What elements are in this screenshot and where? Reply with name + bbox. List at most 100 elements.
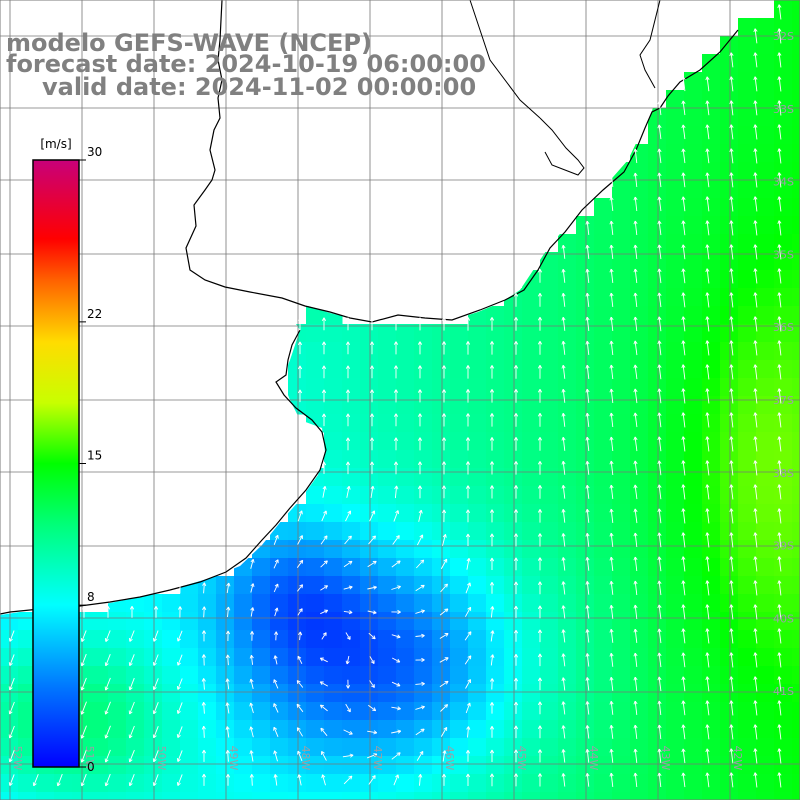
speed-cell xyxy=(792,792,800,800)
wind-arrow xyxy=(753,316,758,332)
wind-arrow xyxy=(392,535,400,545)
speed-cell xyxy=(738,108,757,127)
speed-cell xyxy=(234,630,253,649)
speed-cell xyxy=(54,774,73,793)
wind-arrow xyxy=(415,657,425,662)
wind-arrow xyxy=(537,533,543,547)
speed-cell xyxy=(576,540,595,559)
wind-arrow xyxy=(128,677,135,691)
speed-cell xyxy=(630,414,649,433)
speed-cell xyxy=(738,792,757,800)
wind-arrow xyxy=(513,461,519,475)
speed-cell xyxy=(648,666,667,685)
speed-cell xyxy=(342,540,361,559)
speed-cell xyxy=(648,306,667,325)
wind-arrow xyxy=(201,702,206,714)
speed-cell xyxy=(666,684,685,703)
wind-arrow xyxy=(202,582,207,594)
speed-cell xyxy=(342,414,361,433)
wind-arrow xyxy=(416,751,424,761)
speed-cell xyxy=(360,396,379,415)
wind-arrow xyxy=(753,580,758,596)
wind-arrow xyxy=(633,532,638,548)
wind-arrow xyxy=(633,292,638,308)
wind-arrow xyxy=(201,630,207,642)
speed-cell xyxy=(738,180,757,199)
wind-arrow xyxy=(753,460,758,476)
wind-arrow xyxy=(465,341,471,355)
speed-cell xyxy=(738,162,757,181)
speed-cell xyxy=(792,72,800,91)
wind-arrow xyxy=(633,340,638,356)
wind-arrow xyxy=(442,750,447,762)
speed-cell xyxy=(720,468,739,487)
speed-cell xyxy=(486,630,505,649)
wind-arrow xyxy=(657,604,662,620)
wind-arrow xyxy=(537,485,543,499)
speed-cell xyxy=(702,756,721,775)
speed-cell xyxy=(288,522,307,541)
speed-cell xyxy=(396,630,415,649)
wind-arrow xyxy=(56,773,63,787)
speed-cell xyxy=(666,432,685,451)
speed-cell xyxy=(576,576,595,595)
wind-arrow xyxy=(321,632,327,640)
speed-cell xyxy=(306,504,325,523)
speed-cell xyxy=(360,684,379,703)
speed-cell xyxy=(630,540,649,559)
wind-arrow xyxy=(657,532,662,548)
wind-arrow xyxy=(513,557,519,571)
speed-cell xyxy=(792,126,800,145)
wind-arrow xyxy=(225,726,230,738)
speed-cell xyxy=(792,270,800,289)
wind-arrow xyxy=(8,701,15,715)
wind-arrow xyxy=(777,292,782,308)
speed-cell xyxy=(522,792,541,800)
speed-cell xyxy=(414,486,433,505)
latitude-label: 41S xyxy=(773,685,794,698)
speed-cell xyxy=(432,594,451,613)
wind-arrow xyxy=(609,292,614,307)
speed-cell xyxy=(720,792,739,800)
speed-cell xyxy=(630,756,649,775)
longitude-label: 44W xyxy=(587,746,600,771)
speed-cell xyxy=(756,450,775,469)
wind-arrow xyxy=(152,726,159,739)
wind-arrow xyxy=(513,653,519,666)
wind-arrow xyxy=(729,388,734,404)
speed-cell xyxy=(594,720,613,739)
speed-cell xyxy=(666,180,685,199)
speed-cell xyxy=(306,738,325,757)
wind-arrow xyxy=(753,268,758,284)
speed-cell xyxy=(126,774,145,793)
wind-arrow xyxy=(609,676,614,691)
wind-arrow xyxy=(417,461,423,475)
speed-cell xyxy=(558,630,577,649)
speed-cell xyxy=(702,576,721,595)
wind-arrow xyxy=(561,629,566,643)
speed-cell xyxy=(450,756,469,775)
speed-cell xyxy=(288,774,307,793)
speed-cell xyxy=(414,324,433,343)
speed-cell xyxy=(576,378,595,397)
wind-arrow xyxy=(104,749,111,763)
longitude-label: 45W xyxy=(515,746,528,771)
speed-cell xyxy=(648,414,667,433)
speed-cell xyxy=(558,396,577,415)
speed-cell xyxy=(540,432,559,451)
wind-arrow xyxy=(681,532,686,548)
wind-arrow xyxy=(705,412,710,428)
speed-cell xyxy=(684,774,703,793)
colorbar-unit: [m/s] xyxy=(40,137,71,151)
latitude-label: 36S xyxy=(773,321,794,334)
wind-arrow xyxy=(391,752,401,760)
wind-arrow xyxy=(465,317,471,331)
wind-arrow xyxy=(777,412,782,428)
wind-arrow xyxy=(561,412,566,427)
speed-cell xyxy=(396,486,415,505)
speed-cell xyxy=(756,504,775,523)
speed-cell xyxy=(288,504,307,523)
speed-cell xyxy=(792,360,800,379)
speed-cell xyxy=(486,396,505,415)
speed-cell xyxy=(486,324,505,343)
